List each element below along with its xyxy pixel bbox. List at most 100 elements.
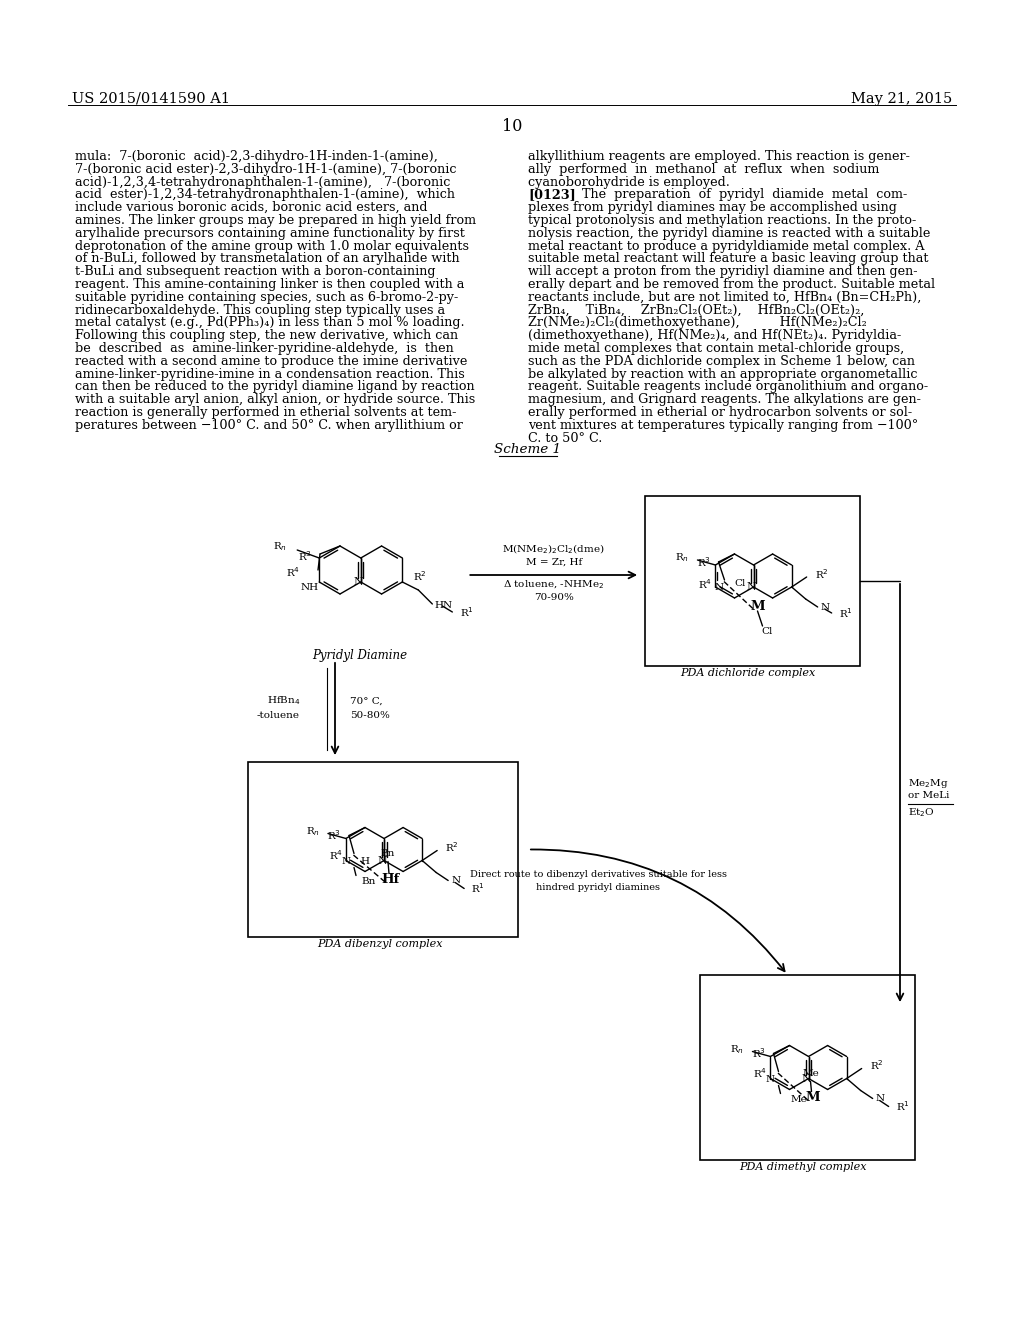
Text: N: N bbox=[820, 602, 829, 611]
Text: Me$_2$Mg: Me$_2$Mg bbox=[908, 776, 948, 789]
Text: R$^1$: R$^1$ bbox=[839, 606, 853, 620]
Text: May 21, 2015: May 21, 2015 bbox=[851, 92, 952, 106]
Text: mide metal complexes that contain metal-chloride groups,: mide metal complexes that contain metal-… bbox=[528, 342, 904, 355]
Text: ridinecarboxaldehyde. This coupling step typically uses a: ridinecarboxaldehyde. This coupling step… bbox=[75, 304, 445, 317]
Text: N: N bbox=[341, 857, 350, 866]
Text: N: N bbox=[354, 577, 364, 587]
Text: R$^4$: R$^4$ bbox=[286, 565, 300, 579]
Text: amines. The linker groups may be prepared in high yield from: amines. The linker groups may be prepare… bbox=[75, 214, 476, 227]
Text: N: N bbox=[802, 1073, 811, 1084]
Text: M(NMe$_2$)$_2$Cl$_2$(dme): M(NMe$_2$)$_2$Cl$_2$(dme) bbox=[502, 543, 605, 556]
Text: R$_n$: R$_n$ bbox=[306, 825, 319, 838]
Text: Cl: Cl bbox=[762, 627, 773, 635]
FancyBboxPatch shape bbox=[700, 975, 915, 1160]
Text: R$_n$: R$_n$ bbox=[730, 1043, 744, 1056]
Text: R$^2$: R$^2$ bbox=[414, 569, 427, 583]
Text: R$^3$: R$^3$ bbox=[696, 556, 711, 569]
Text: with a suitable aryl anion, alkyl anion, or hydride source. This: with a suitable aryl anion, alkyl anion,… bbox=[75, 393, 475, 407]
Text: Scheme 1: Scheme 1 bbox=[495, 444, 561, 455]
Text: M = Zr, Hf: M = Zr, Hf bbox=[525, 557, 582, 566]
Text: 50-80%: 50-80% bbox=[350, 710, 390, 719]
Text: suitable pyridine containing species, such as 6-bromo-2-py-: suitable pyridine containing species, su… bbox=[75, 290, 459, 304]
Text: Bn: Bn bbox=[381, 849, 395, 858]
Text: 10: 10 bbox=[502, 117, 522, 135]
Text: erally performed in etherial or hydrocarbon solvents or sol-: erally performed in etherial or hydrocar… bbox=[528, 407, 912, 418]
Text: peratures between −100° C. and 50° C. when aryllithium or: peratures between −100° C. and 50° C. wh… bbox=[75, 418, 463, 432]
Text: 70-90%: 70-90% bbox=[534, 594, 573, 602]
Text: H: H bbox=[360, 857, 369, 866]
Text: R$_n$: R$_n$ bbox=[273, 541, 287, 553]
Text: reacted with a second amine to produce the imine derivative: reacted with a second amine to produce t… bbox=[75, 355, 467, 368]
Text: reagent. Suitable reagents include organolithium and organo-: reagent. Suitable reagents include organ… bbox=[528, 380, 928, 393]
Text: Following this coupling step, the new derivative, which can: Following this coupling step, the new de… bbox=[75, 329, 458, 342]
Text: M: M bbox=[805, 1092, 820, 1104]
Text: Et$_2$O: Et$_2$O bbox=[908, 807, 935, 820]
Text: reagent. This amine-containing linker is then coupled with a: reagent. This amine-containing linker is… bbox=[75, 279, 464, 290]
Text: suitable metal reactant will feature a basic leaving group that: suitable metal reactant will feature a b… bbox=[528, 252, 929, 265]
Text: or MeLi: or MeLi bbox=[908, 792, 949, 800]
Text: R$^1$: R$^1$ bbox=[461, 605, 474, 619]
Text: amine-linker-pyridine-imine in a condensation reaction. This: amine-linker-pyridine-imine in a condens… bbox=[75, 367, 465, 380]
Text: (dimethoxyethane), Hf(NMe₂)₄, and Hf(NEt₂)₄. Pyridyldia-: (dimethoxyethane), Hf(NMe₂)₄, and Hf(NEt… bbox=[528, 329, 901, 342]
Text: N: N bbox=[766, 1074, 775, 1084]
Text: N: N bbox=[746, 582, 757, 591]
Text: metal reactant to produce a pyridyldiamide metal complex. A: metal reactant to produce a pyridyldiami… bbox=[528, 240, 925, 252]
FancyBboxPatch shape bbox=[645, 496, 860, 667]
Text: Pyridyl Diamine: Pyridyl Diamine bbox=[312, 648, 408, 661]
Text: R$^4$: R$^4$ bbox=[698, 577, 713, 591]
Text: N: N bbox=[377, 855, 387, 866]
Text: The  preparation  of  pyridyl  diamide  metal  com-: The preparation of pyridyl diamide metal… bbox=[570, 189, 907, 202]
Polygon shape bbox=[809, 1092, 872, 1098]
Text: M: M bbox=[751, 599, 765, 612]
Text: R$^3$: R$^3$ bbox=[327, 829, 341, 842]
Text: PDA dimethyl complex: PDA dimethyl complex bbox=[738, 1162, 866, 1172]
Text: R$^4$: R$^4$ bbox=[329, 849, 343, 862]
Text: alkyllithium reagents are employed. This reaction is gener-: alkyllithium reagents are employed. This… bbox=[528, 150, 910, 162]
Text: R$^3$: R$^3$ bbox=[298, 549, 312, 562]
Text: be alkylated by reaction with an appropriate organometallic: be alkylated by reaction with an appropr… bbox=[528, 367, 918, 380]
Text: arylhalide precursors containing amine functionality by first: arylhalide precursors containing amine f… bbox=[75, 227, 465, 240]
Text: NH: NH bbox=[301, 582, 319, 591]
Text: be  described  as  amine-linker-pyridine-aldehyde,  is  then: be described as amine-linker-pyridine-al… bbox=[75, 342, 454, 355]
Text: R$^1$: R$^1$ bbox=[896, 1100, 909, 1113]
Text: cyanoborohydride is employed.: cyanoborohydride is employed. bbox=[528, 176, 730, 189]
Text: magnesium, and Grignard reagents. The alkylations are gen-: magnesium, and Grignard reagents. The al… bbox=[528, 393, 921, 407]
Text: ally  performed  in  methanol  at  reflux  when  sodium: ally performed in methanol at reflux whe… bbox=[528, 162, 880, 176]
Text: US 2015/0141590 A1: US 2015/0141590 A1 bbox=[72, 92, 230, 106]
Text: [0123]: [0123] bbox=[528, 189, 575, 202]
Text: PDA dibenzyl complex: PDA dibenzyl complex bbox=[317, 939, 442, 949]
Text: N: N bbox=[452, 876, 460, 884]
Text: of n-BuLi, followed by transmetalation of an arylhalide with: of n-BuLi, followed by transmetalation o… bbox=[75, 252, 460, 265]
Polygon shape bbox=[755, 601, 817, 607]
FancyBboxPatch shape bbox=[248, 762, 518, 937]
Text: 70° C,: 70° C, bbox=[350, 697, 383, 705]
Text: acid  ester)-1,2,34-tetrahydronaphthalen-1-(amine),  which: acid ester)-1,2,34-tetrahydronaphthalen-… bbox=[75, 189, 455, 202]
Text: Cl: Cl bbox=[735, 579, 746, 589]
Text: R$^2$: R$^2$ bbox=[815, 568, 828, 581]
Text: will accept a proton from the pyridiyl diamine and then gen-: will accept a proton from the pyridiyl d… bbox=[528, 265, 918, 279]
Polygon shape bbox=[743, 587, 756, 601]
Text: erally depart and be removed from the product. Suitable metal: erally depart and be removed from the pr… bbox=[528, 279, 935, 290]
Text: C. to 50° C.: C. to 50° C. bbox=[528, 432, 602, 445]
Text: N: N bbox=[715, 583, 724, 593]
Text: N: N bbox=[876, 1094, 885, 1104]
Text: acid)-1,2,3,4-tetrahydronaphthalen-1-(amine),   7-(boronic: acid)-1,2,3,4-tetrahydronaphthalen-1-(am… bbox=[75, 176, 451, 189]
Text: Me: Me bbox=[791, 1096, 807, 1104]
Text: R$^2$: R$^2$ bbox=[445, 841, 459, 854]
Text: ZrBn₄,    TiBn₄,    ZrBn₂Cl₂(OEt₂),    HfBn₂Cl₂(OEt₂)₂,: ZrBn₄, TiBn₄, ZrBn₂Cl₂(OEt₂), HfBn₂Cl₂(O… bbox=[528, 304, 864, 317]
Text: 7-(boronic acid ester)-2,3-dihydro-1H-1-(amine), 7-(boronic: 7-(boronic acid ester)-2,3-dihydro-1H-1-… bbox=[75, 162, 457, 176]
Text: Zr(NMe₂)₂Cl₂(dimethoxyethane),          Hf(NMe₂)₂Cl₂: Zr(NMe₂)₂Cl₂(dimethoxyethane), Hf(NMe₂)₂… bbox=[528, 317, 866, 330]
Text: reaction is generally performed in etherial solvents at tem-: reaction is generally performed in ether… bbox=[75, 407, 457, 418]
Polygon shape bbox=[387, 874, 449, 880]
Text: typical protonolysis and methylation reactions. In the proto-: typical protonolysis and methylation rea… bbox=[528, 214, 916, 227]
Text: deprotonation of the amine group with 1.0 molar equivalents: deprotonation of the amine group with 1.… bbox=[75, 240, 469, 252]
Text: R$^3$: R$^3$ bbox=[752, 1047, 766, 1060]
Text: vent mixtures at temperatures typically ranging from −100°: vent mixtures at temperatures typically … bbox=[528, 418, 919, 432]
Text: Direct route to dibenzyl derivatives suitable for less: Direct route to dibenzyl derivatives sui… bbox=[469, 870, 726, 879]
Text: hindred pyridyl diamines: hindred pyridyl diamines bbox=[536, 883, 660, 892]
Text: plexes from pyridyl diamines may be accomplished using: plexes from pyridyl diamines may be acco… bbox=[528, 201, 897, 214]
Text: -toluene: -toluene bbox=[257, 710, 300, 719]
Text: HN: HN bbox=[434, 602, 453, 610]
Text: include various boronic acids, boronic acid esters, and: include various boronic acids, boronic a… bbox=[75, 201, 427, 214]
Text: PDA dichloride complex: PDA dichloride complex bbox=[680, 668, 815, 678]
